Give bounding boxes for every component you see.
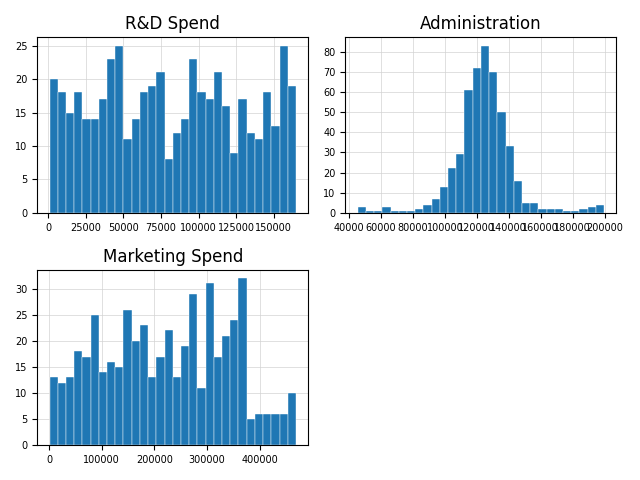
Bar: [189, 59, 197, 213]
Bar: [280, 414, 288, 445]
Bar: [66, 112, 74, 213]
Bar: [49, 79, 58, 213]
Bar: [205, 99, 214, 213]
Bar: [115, 367, 124, 445]
Bar: [579, 209, 588, 213]
Bar: [164, 159, 173, 213]
Bar: [572, 211, 579, 213]
Bar: [415, 209, 424, 213]
Bar: [288, 86, 296, 213]
Bar: [246, 132, 255, 213]
Bar: [448, 168, 456, 213]
Bar: [399, 211, 407, 213]
Bar: [115, 46, 124, 213]
Bar: [230, 153, 239, 213]
Bar: [124, 310, 132, 445]
Bar: [66, 377, 74, 445]
Bar: [214, 72, 222, 213]
Bar: [440, 187, 448, 213]
Bar: [197, 93, 205, 213]
Bar: [173, 132, 181, 213]
Bar: [132, 119, 140, 213]
Bar: [263, 414, 271, 445]
Bar: [91, 119, 99, 213]
Bar: [222, 336, 230, 445]
Bar: [140, 93, 148, 213]
Bar: [255, 414, 263, 445]
Bar: [58, 93, 66, 213]
Bar: [288, 393, 296, 445]
Bar: [83, 119, 91, 213]
Title: R&D Spend: R&D Spend: [125, 15, 220, 33]
Bar: [530, 203, 538, 213]
Bar: [140, 325, 148, 445]
Bar: [173, 377, 181, 445]
Bar: [588, 207, 596, 213]
Bar: [132, 341, 140, 445]
Bar: [107, 362, 115, 445]
Bar: [148, 86, 156, 213]
Bar: [74, 93, 83, 213]
Bar: [197, 388, 205, 445]
Bar: [58, 383, 66, 445]
Bar: [431, 199, 440, 213]
Bar: [465, 90, 473, 213]
Bar: [239, 99, 246, 213]
Bar: [382, 207, 390, 213]
Bar: [230, 320, 239, 445]
Bar: [473, 68, 481, 213]
Bar: [563, 211, 572, 213]
Bar: [99, 372, 107, 445]
Bar: [538, 209, 547, 213]
Bar: [156, 72, 164, 213]
Bar: [99, 99, 107, 213]
Bar: [181, 119, 189, 213]
Bar: [222, 106, 230, 213]
Bar: [164, 330, 173, 445]
Bar: [407, 211, 415, 213]
Bar: [74, 351, 83, 445]
Bar: [522, 203, 530, 213]
Bar: [596, 205, 604, 213]
Bar: [489, 72, 497, 213]
Bar: [456, 155, 465, 213]
Bar: [181, 346, 189, 445]
Bar: [547, 209, 555, 213]
Bar: [514, 180, 522, 213]
Bar: [497, 112, 506, 213]
Bar: [205, 283, 214, 445]
Bar: [555, 209, 563, 213]
Bar: [107, 59, 115, 213]
Bar: [156, 357, 164, 445]
Bar: [424, 205, 431, 213]
Title: Administration: Administration: [420, 15, 541, 33]
Bar: [481, 46, 489, 213]
Bar: [189, 294, 197, 445]
Bar: [124, 139, 132, 213]
Bar: [271, 126, 280, 213]
Bar: [374, 211, 382, 213]
Bar: [91, 315, 99, 445]
Bar: [366, 211, 374, 213]
Bar: [506, 146, 514, 213]
Bar: [271, 414, 280, 445]
Bar: [390, 211, 399, 213]
Bar: [83, 357, 91, 445]
Bar: [239, 278, 246, 445]
Title: Marketing Spend: Marketing Spend: [102, 248, 243, 265]
Bar: [280, 46, 288, 213]
Bar: [49, 377, 58, 445]
Bar: [148, 377, 156, 445]
Bar: [255, 139, 263, 213]
Bar: [246, 419, 255, 445]
Bar: [358, 207, 366, 213]
Bar: [214, 357, 222, 445]
Bar: [263, 93, 271, 213]
